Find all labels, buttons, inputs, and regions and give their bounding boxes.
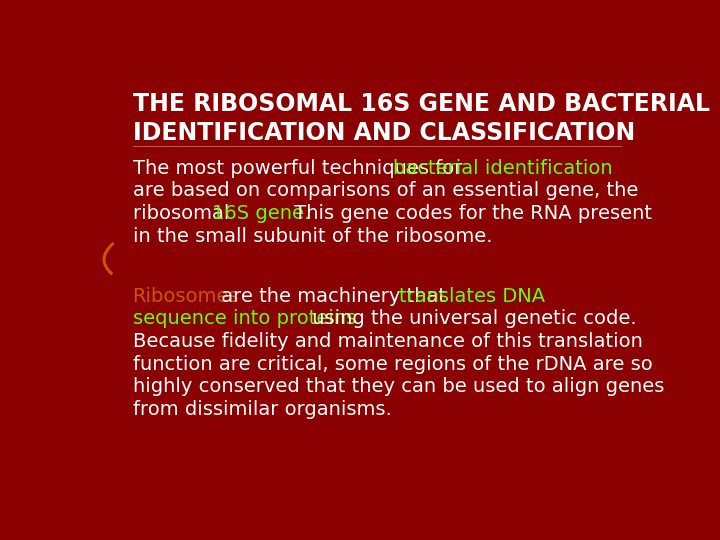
Text: IDENTIFICATION AND CLASSIFICATION: IDENTIFICATION AND CLASSIFICATION	[132, 121, 635, 145]
Text: Because fidelity and maintenance of this translation: Because fidelity and maintenance of this…	[132, 332, 642, 351]
Text: Ribosomes: Ribosomes	[132, 287, 239, 306]
Text: ribosomal: ribosomal	[132, 204, 235, 223]
Text: in the small subunit of the ribosome.: in the small subunit of the ribosome.	[132, 227, 492, 246]
Text: 16S gene.: 16S gene.	[212, 204, 310, 223]
Text: highly conserved that they can be used to align genes: highly conserved that they can be used t…	[132, 377, 664, 396]
FancyArrowPatch shape	[104, 244, 113, 273]
Text: The most powerful techniques for: The most powerful techniques for	[132, 159, 468, 178]
Text: from dissimilar organisms.: from dissimilar organisms.	[132, 400, 392, 419]
Text: THE RIBOSOMAL 16S GENE AND BACTERIAL: THE RIBOSOMAL 16S GENE AND BACTERIAL	[132, 92, 710, 116]
Text: sequence into proteins: sequence into proteins	[132, 309, 356, 328]
Text: are the machinery that: are the machinery that	[215, 287, 452, 306]
Text: bacterial identification: bacterial identification	[392, 159, 612, 178]
Text: This gene codes for the RNA present: This gene codes for the RNA present	[288, 204, 652, 223]
Text: translates DNA: translates DNA	[399, 287, 545, 306]
Text: using the universal genetic code.: using the universal genetic code.	[306, 309, 636, 328]
Text: are based on comparisons of an essential gene, the: are based on comparisons of an essential…	[132, 181, 638, 200]
Text: function are critical, some regions of the rDNA are so: function are critical, some regions of t…	[132, 355, 652, 374]
